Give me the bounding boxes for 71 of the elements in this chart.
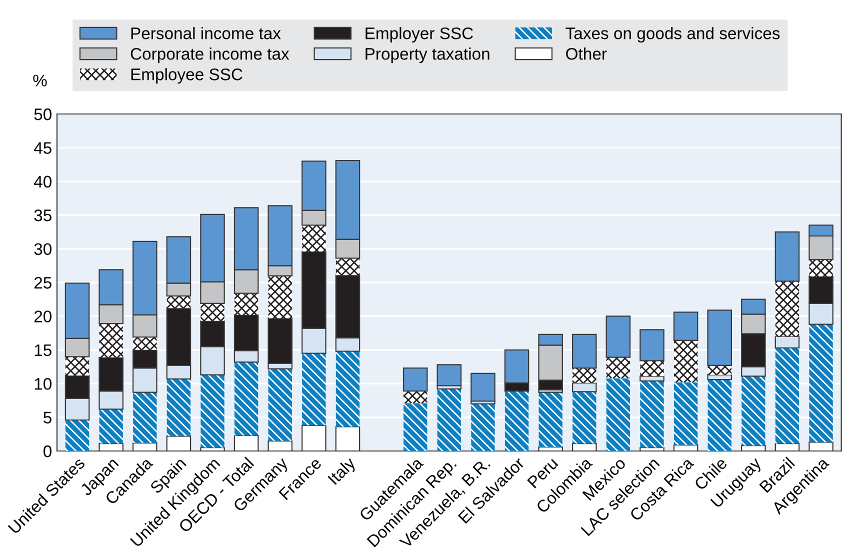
bar: [268, 276, 292, 318]
bar: [538, 392, 562, 447]
bar: [809, 324, 833, 442]
y-tick-label: 40: [34, 176, 52, 188]
bar: [707, 310, 732, 366]
bar: [572, 382, 597, 392]
bar: [809, 260, 833, 276]
bar: [436, 364, 462, 386]
bar: [302, 353, 326, 426]
bar: [572, 334, 597, 369]
y-tick-label: 35: [34, 210, 52, 222]
bar: [200, 374, 224, 448]
legend-label: Property taxation: [366, 48, 490, 64]
bar: [166, 296, 191, 308]
bar: [775, 281, 800, 336]
bar: [234, 362, 258, 436]
bar: [302, 225, 326, 252]
bar: [268, 368, 292, 441]
bar: [640, 329, 664, 362]
bar: [742, 376, 766, 446]
y-tick-label: 0: [44, 445, 52, 458]
bar: [65, 356, 90, 376]
bar: [640, 376, 664, 382]
bar: [200, 303, 224, 321]
bar: [336, 351, 360, 427]
y-tick-label: 20: [34, 310, 52, 322]
bar: [133, 337, 157, 350]
bar: [775, 348, 800, 444]
y-tick-label: 30: [34, 243, 52, 256]
bar: [708, 380, 732, 451]
bar: [133, 392, 157, 443]
bar: [640, 380, 664, 448]
bar: [572, 392, 596, 444]
y-tick-label: 5: [44, 412, 52, 424]
bar: [470, 372, 496, 402]
bar: [640, 360, 664, 376]
bar: [234, 293, 258, 315]
y-tick-label: 45: [34, 142, 52, 154]
bar: [404, 391, 428, 404]
bar: [774, 336, 800, 348]
legend-label: Employee SSC: [131, 68, 242, 84]
bar: [774, 231, 800, 282]
bar: [166, 378, 191, 436]
bar: [504, 391, 529, 451]
legend-label: Other: [566, 48, 607, 60]
bar: [437, 388, 461, 451]
bar: [572, 368, 596, 383]
x-tick-label: Italy: [327, 456, 359, 488]
bar: [99, 409, 123, 444]
bar: [404, 403, 428, 451]
bar: [606, 357, 630, 378]
bar: [99, 324, 123, 358]
y-tick-label: 25: [34, 276, 52, 289]
legend-label: Employer SSC: [366, 27, 473, 43]
bar: [336, 258, 360, 276]
legend-label: Taxes on goods and services: [566, 27, 780, 43]
y-axis-title: %: [33, 74, 47, 86]
y-tick-label: 10: [34, 378, 52, 390]
legend-label: Corporate income tax: [130, 48, 290, 64]
bar: [471, 404, 495, 451]
bar: [606, 316, 631, 358]
bar: [606, 378, 630, 451]
bar: [65, 420, 90, 451]
bar: [674, 340, 698, 382]
bar: [674, 382, 698, 445]
y-tick-label: 15: [34, 344, 52, 356]
y-tick-label: 50: [34, 108, 52, 120]
legend-label: Personal income tax: [131, 27, 281, 40]
bar: [708, 365, 732, 375]
bar: [402, 368, 428, 392]
bar: [673, 312, 698, 342]
